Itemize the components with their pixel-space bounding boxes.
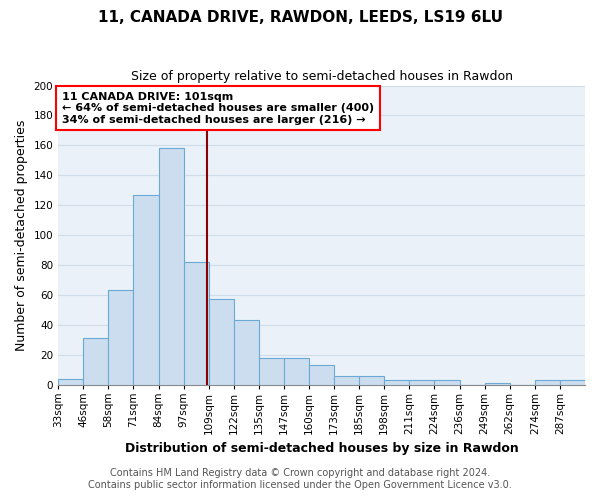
Bar <box>209 300 234 384</box>
Bar <box>309 365 334 384</box>
Bar <box>485 383 510 384</box>
Bar <box>234 320 259 384</box>
X-axis label: Distribution of semi-detached houses by size in Rawdon: Distribution of semi-detached houses by … <box>125 442 518 455</box>
Y-axis label: Number of semi-detached properties: Number of semi-detached properties <box>15 120 28 351</box>
Bar <box>409 380 434 384</box>
Bar <box>184 262 209 384</box>
Text: 11, CANADA DRIVE, RAWDON, LEEDS, LS19 6LU: 11, CANADA DRIVE, RAWDON, LEEDS, LS19 6L… <box>97 10 503 25</box>
Bar <box>83 338 109 384</box>
Text: 11 CANADA DRIVE: 101sqm
← 64% of semi-detached houses are smaller (400)
34% of s: 11 CANADA DRIVE: 101sqm ← 64% of semi-de… <box>62 92 374 124</box>
Bar <box>334 376 359 384</box>
Text: Contains HM Land Registry data © Crown copyright and database right 2024.
Contai: Contains HM Land Registry data © Crown c… <box>88 468 512 490</box>
Bar <box>109 290 133 384</box>
Bar <box>434 380 460 384</box>
Bar <box>359 376 385 384</box>
Bar <box>560 380 585 384</box>
Title: Size of property relative to semi-detached houses in Rawdon: Size of property relative to semi-detach… <box>131 70 512 83</box>
Bar <box>158 148 184 384</box>
Bar <box>535 380 560 384</box>
Bar <box>385 380 409 384</box>
Bar <box>133 194 158 384</box>
Bar <box>259 358 284 384</box>
Bar <box>58 378 83 384</box>
Bar <box>284 358 309 384</box>
